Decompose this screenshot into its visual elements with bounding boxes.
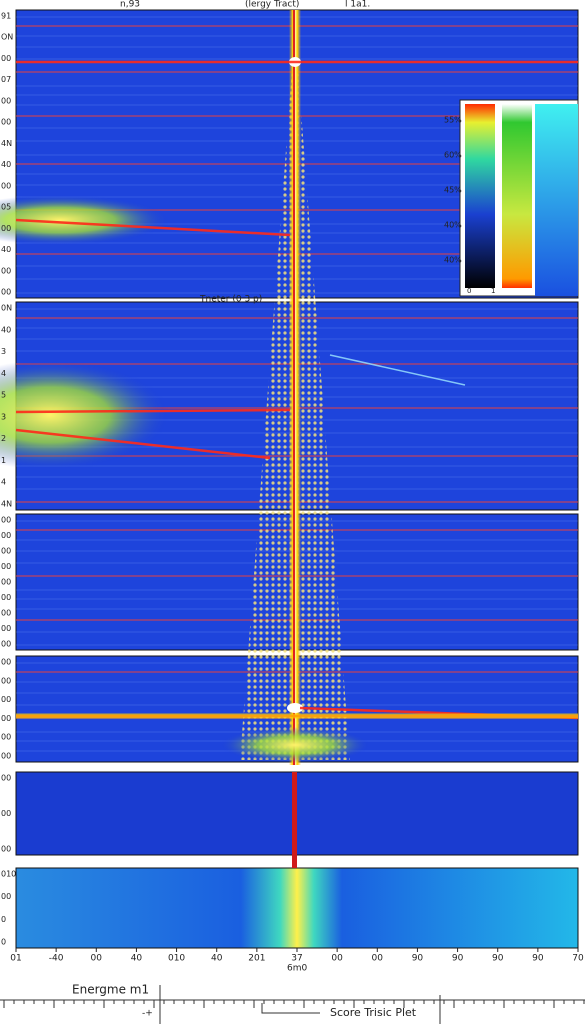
y-tick-label: 5 xyxy=(1,391,6,400)
x-tick-label: 01 xyxy=(10,954,21,964)
x-tick-label: 00 xyxy=(372,954,384,964)
y-tick-label: 0 xyxy=(1,915,6,924)
y-tick-label: 00 xyxy=(1,547,11,556)
y-tick-label: 00 xyxy=(1,658,11,667)
y-tick-label: 00 xyxy=(1,640,11,649)
y-tick-label: 00 xyxy=(1,845,11,854)
y-tick-label: 00 xyxy=(1,516,11,525)
y-tick-label: 4N xyxy=(1,139,12,148)
x-tick-label: 90 xyxy=(452,954,464,964)
y-tick-label: ON xyxy=(1,33,13,42)
y-tick-label: 91 xyxy=(1,12,11,21)
y-tick-label: 4N xyxy=(1,500,12,509)
y-tick-label: 00 xyxy=(1,609,11,618)
y-tick-label: 010 xyxy=(1,870,16,879)
y-tick-label: 1 xyxy=(1,456,6,465)
x-tick-label: 010 xyxy=(168,954,185,964)
header-right: l 1a1. xyxy=(345,0,370,10)
colorbar-label: 60% xyxy=(444,151,462,160)
panel xyxy=(15,867,579,949)
colorbar-label: 40% xyxy=(444,221,462,230)
x-tick-label: 00 xyxy=(91,954,103,964)
streak xyxy=(15,408,291,414)
y-tick-label: 00 xyxy=(1,624,11,633)
colorbar-label: 55% xyxy=(444,116,462,125)
y-tick-label: 00 xyxy=(1,531,11,540)
y-tick-label: 00 xyxy=(1,224,11,233)
y-tick-label: 00 xyxy=(1,809,11,818)
y-tick-label: 00 xyxy=(1,96,11,105)
y-tick-label: 00 xyxy=(1,288,11,297)
y-tick-label: 00 xyxy=(1,714,11,723)
y-tick-label: 00 xyxy=(1,752,11,761)
flare xyxy=(0,195,170,245)
x-tick-label: 201 xyxy=(248,954,265,964)
y-tick-label: 00 xyxy=(1,54,11,63)
y-tick-label: 0 xyxy=(1,938,6,947)
y-tick-label: 00 xyxy=(1,892,11,901)
y-tick-label: 3 xyxy=(1,347,6,356)
overlay: 91ON000700004N400005004000000N4034532144… xyxy=(1,12,585,1008)
header-left: n,93 xyxy=(120,0,140,10)
streak xyxy=(15,428,271,460)
x-tick-label: 40 xyxy=(211,954,223,964)
x-tick-label: 37 xyxy=(291,954,302,964)
y-tick-label: 40 xyxy=(1,325,11,334)
colorbar-label: 45% xyxy=(444,186,462,195)
y-tick-label: 40 xyxy=(1,245,11,254)
x-tick-label: 00 xyxy=(331,954,343,964)
y-tick-label: 3 xyxy=(1,412,6,421)
colorbar-end: 1 xyxy=(491,287,495,295)
y-tick-label: 07 xyxy=(1,75,11,84)
flare xyxy=(220,727,370,763)
x-tick-label: 90 xyxy=(492,954,504,964)
footer-sign: -+ xyxy=(142,1009,153,1019)
colorbar xyxy=(459,99,579,297)
colorbar-end: 0 xyxy=(467,287,471,295)
x-tick-label: -40 xyxy=(49,954,64,964)
y-tick-label: 00 xyxy=(1,695,11,704)
y-tick-label: 00 xyxy=(1,733,11,742)
streak xyxy=(329,354,466,386)
y-tick-label: 00 xyxy=(1,676,11,685)
y-tick-label: 00 xyxy=(1,562,11,571)
panel-title: Tneter (0 3 p) xyxy=(199,295,262,305)
y-tick-label: 2 xyxy=(1,434,6,443)
y-tick-label: 4 xyxy=(1,369,6,378)
footer xyxy=(0,985,585,1024)
x-tick-label: 90 xyxy=(412,954,424,964)
x-axis-title: 6m0 xyxy=(287,964,307,974)
core-red-lower xyxy=(292,772,297,868)
footer-left: Energme m1 xyxy=(72,983,149,997)
x-tick-label: 40 xyxy=(131,954,143,964)
y-tick-label: 00 xyxy=(1,593,11,602)
y-tick-label: 0N xyxy=(1,304,12,313)
core-red xyxy=(293,10,295,765)
y-tick-label: 4 xyxy=(1,478,6,487)
hot-spot xyxy=(287,703,303,713)
y-tick-label: 05 xyxy=(1,203,11,212)
x-tick-label: 70 xyxy=(572,954,584,964)
streak xyxy=(15,218,291,237)
y-tick-label: 00 xyxy=(1,266,11,275)
y-tick-label: 00 xyxy=(1,774,11,783)
footer-right: Score Trisic Plet xyxy=(330,1006,417,1019)
y-tick-label: 40 xyxy=(1,160,11,169)
y-tick-label: 00 xyxy=(1,181,11,190)
colorbar-label: 40% xyxy=(444,256,462,265)
y-tick-label: 00 xyxy=(1,118,11,127)
y-tick-label: 00 xyxy=(1,578,11,587)
header-title: (lergy Tract) xyxy=(245,0,299,10)
x-tick-label: 90 xyxy=(532,954,544,964)
